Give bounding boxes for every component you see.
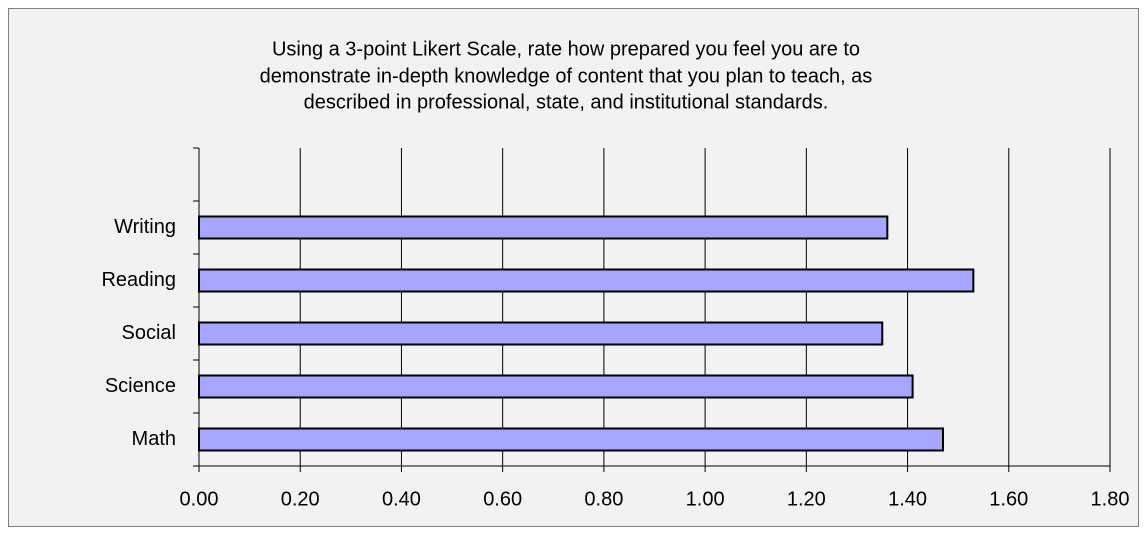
x-tick-label: 0.80 <box>584 488 623 510</box>
y-tick-label: Reading <box>101 269 176 291</box>
y-tick-label: Social <box>122 322 176 344</box>
bar <box>198 427 944 452</box>
bar <box>198 321 884 346</box>
y-tick-label: Science <box>105 375 176 397</box>
x-tick-label: 1.00 <box>686 488 725 510</box>
x-tick-label: 0.00 <box>180 488 219 510</box>
y-tick-label: Writing <box>114 216 176 238</box>
bar <box>198 215 889 240</box>
x-tick-label: 1.20 <box>787 488 826 510</box>
x-tick-label: 0.60 <box>483 488 522 510</box>
x-tick-label: 1.40 <box>888 488 927 510</box>
x-tick-label: 0.20 <box>281 488 320 510</box>
bar <box>198 374 914 399</box>
x-tick-label: 1.80 <box>1091 488 1130 510</box>
chart-title: Using a 3-point Likert Scale, rate how p… <box>272 38 860 60</box>
bar <box>198 268 975 293</box>
chart-title: described in professional, state, and in… <box>304 91 829 113</box>
chart-title: demonstrate in-depth knowledge of conten… <box>260 65 873 87</box>
y-tick-label: Math <box>132 428 176 450</box>
x-tick-label: 0.40 <box>382 488 421 510</box>
x-tick-label: 1.60 <box>989 488 1028 510</box>
